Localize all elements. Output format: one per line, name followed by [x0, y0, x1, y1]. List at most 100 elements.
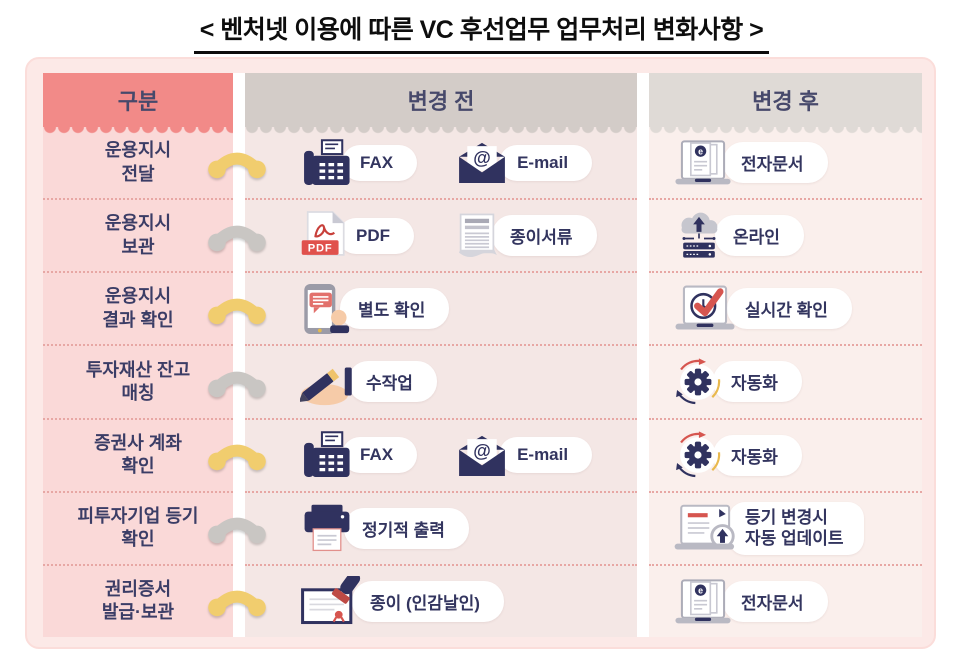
- before-cell-row2: PDF PDF 종이서류: [245, 200, 637, 274]
- before-cell-row7: 종이 (인감날인): [245, 565, 637, 637]
- e-letter: e: [698, 146, 703, 156]
- before-cell-row6: 정기적 출력: [245, 492, 637, 566]
- method-label: FAX: [342, 144, 418, 181]
- method-item: 수작업: [300, 357, 437, 406]
- method-item: @ E-mail: [455, 433, 593, 478]
- title-bar: < 벤처넷 이용에 따른 VC 후선업무 업무처리 변화사항 >: [0, 0, 963, 54]
- column-after: 변경 후 e 전자문서 온라인: [649, 73, 922, 637]
- method-label: 등기 변경시 자동 업데이트: [729, 502, 864, 555]
- fax-icon: [300, 138, 352, 188]
- printer-icon: [300, 503, 354, 553]
- pdf-badge-text: PDF: [308, 242, 333, 254]
- category-cell-row4: 투자재산 잔고 매칭: [43, 346, 266, 420]
- laptop-registry-update-icon: [673, 503, 739, 553]
- after-cell-row3: 실시간 확인: [649, 273, 922, 347]
- at-symbol: @: [473, 148, 491, 168]
- e-letter: e: [698, 585, 703, 595]
- category-cell-row1: 운용지시 전달: [43, 127, 266, 201]
- after-cell-row7: e 전자문서: [649, 565, 922, 637]
- method-item: 정기적 출력: [300, 503, 469, 553]
- method-label: 전자문서: [723, 142, 828, 184]
- header-label: 변경 전: [407, 89, 475, 114]
- method-item: @ E-mail: [455, 140, 593, 185]
- before-cell-row1: FAX @ E-mail: [245, 127, 637, 201]
- method-item: 실시간 확인: [673, 284, 852, 333]
- method-item: 등기 변경시 자동 업데이트: [673, 502, 864, 555]
- after-cell-row6: 등기 변경시 자동 업데이트: [649, 492, 922, 566]
- category-label: 운용지시 전달: [104, 140, 172, 184]
- column-header-before: 변경 전: [245, 73, 637, 134]
- before-cell-row3: 별도 확인: [245, 273, 637, 347]
- pencil-hand-icon: [300, 357, 358, 406]
- method-item: PDF PDF: [300, 210, 414, 262]
- telephone-handset-icon: [205, 584, 269, 618]
- method-label: E-mail: [499, 144, 593, 181]
- page-title: < 벤처넷 이용에 따른 VC 후선업무 업무처리 변화사항 >: [193, 10, 770, 54]
- method-label: E-mail: [499, 437, 593, 474]
- category-label: 권리증서 발급·보관: [101, 579, 175, 623]
- cloud-server-icon: [673, 211, 725, 261]
- method-label: 별도 확인: [340, 288, 450, 330]
- method-label: 자동화: [713, 434, 802, 476]
- method-item: 자동화: [673, 357, 802, 407]
- method-item: FAX: [300, 138, 418, 188]
- category-cell-row7: 권리증서 발급·보관: [43, 565, 266, 637]
- gear-automation-icon: [673, 357, 723, 407]
- header-label: 변경 후: [752, 89, 819, 114]
- fax-icon: [300, 430, 352, 480]
- header-label: 구분: [117, 89, 159, 114]
- certificate-seal-icon: [300, 576, 362, 626]
- telephone-handset-icon: [205, 438, 269, 472]
- method-item: e 전자문서: [673, 137, 828, 188]
- category-label: 운용지시 결과 확인: [102, 286, 174, 330]
- method-label: 종이 (인감날인): [352, 580, 504, 622]
- column-header-after: 변경 후: [649, 73, 922, 134]
- column-before: 변경 전 FAX @ E-mail: [245, 73, 637, 637]
- method-item: 종이서류: [452, 211, 597, 261]
- email-icon: @: [455, 140, 509, 185]
- method-item: e 전자문서: [673, 576, 828, 627]
- category-label: 증권사 계좌 확인: [94, 432, 182, 477]
- column-category: 구분 운용지시 전달 운용지시 보관 운용지시 결과 확인: [43, 73, 266, 637]
- gear-automation-icon: [673, 430, 723, 480]
- telephone-handset-icon: [205, 219, 269, 253]
- method-item: 온라인: [673, 211, 804, 261]
- method-label: 온라인: [715, 215, 804, 257]
- method-label: 종이서류: [492, 215, 597, 257]
- telephone-handset-icon: [205, 511, 269, 545]
- laptop-clock-check-icon: [673, 284, 737, 333]
- method-label: PDF: [338, 217, 414, 254]
- column-header-category: 구분: [43, 73, 233, 134]
- method-label: FAX: [342, 437, 418, 474]
- category-label: 투자재산 잔고 매칭: [85, 359, 191, 403]
- method-item: FAX: [300, 430, 418, 480]
- after-cell-row5: 자동화: [649, 419, 922, 493]
- category-label: 운용지시 보관: [104, 213, 172, 257]
- comparison-table: 구분 운용지시 전달 운용지시 보관 운용지시 결과 확인: [43, 73, 922, 637]
- telephone-handset-icon: [205, 292, 269, 326]
- before-cell-row4: 수작업: [245, 346, 637, 420]
- category-cell-row2: 운용지시 보관: [43, 200, 266, 274]
- telephone-handset-icon: [205, 146, 269, 180]
- paper-document-icon: [452, 211, 502, 261]
- method-label: 정기적 출력: [344, 507, 469, 549]
- category-label: 피투자기업 등기 확인: [77, 505, 199, 550]
- method-label: 전자문서: [723, 580, 828, 622]
- category-cell-row3: 운용지시 결과 확인: [43, 273, 266, 347]
- method-label: 자동화: [713, 361, 802, 403]
- smartphone-chat-icon: [300, 282, 350, 336]
- method-label: 수작업: [348, 361, 437, 403]
- after-cell-row2: 온라인: [649, 200, 922, 274]
- e-document-laptop-icon: e: [673, 137, 733, 188]
- before-cell-row5: FAX @ E-mail: [245, 419, 637, 493]
- e-document-laptop-icon: e: [673, 576, 733, 627]
- method-item: 별도 확인: [300, 282, 450, 336]
- category-cell-row5: 증권사 계좌 확인: [43, 419, 266, 493]
- at-symbol: @: [473, 441, 491, 461]
- pdf-file-icon: PDF: [300, 210, 348, 262]
- method-item: 종이 (인감날인): [300, 576, 504, 626]
- email-icon: @: [455, 433, 509, 478]
- infographic-board: 구분 운용지시 전달 운용지시 보관 운용지시 결과 확인: [25, 57, 936, 649]
- category-cell-row6: 피투자기업 등기 확인: [43, 492, 266, 566]
- telephone-handset-icon: [205, 365, 269, 399]
